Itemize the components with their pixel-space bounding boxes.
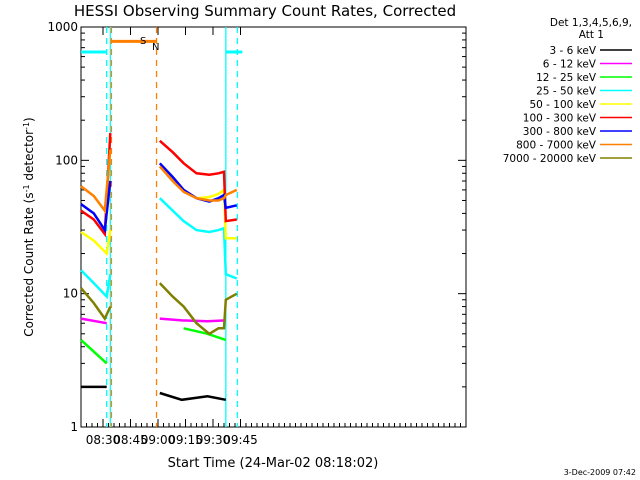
- x-tick-label: 09:45: [223, 433, 258, 447]
- series-line: [80, 317, 107, 325]
- y-tick-label: 1: [70, 420, 78, 434]
- y-axis-label-end: ): [22, 117, 36, 122]
- series-group: [80, 133, 238, 402]
- y-axis-label-sup1: -1: [22, 184, 31, 192]
- chart-title: HESSI Observing Summary Count Rates, Cor…: [74, 2, 456, 20]
- y-tick-label: 100: [55, 153, 78, 167]
- series-line: [80, 269, 112, 300]
- legend-label: 12 - 25 keV: [536, 72, 597, 84]
- series-line: [80, 149, 112, 214]
- series-1: [81, 385, 227, 402]
- series-4: [80, 197, 238, 300]
- x-tick-label: 09:30: [196, 433, 231, 447]
- night-marker: N: [152, 42, 159, 53]
- saa-marker: S: [140, 36, 146, 47]
- series-line: [159, 391, 227, 402]
- legend-label: 7000 - 20000 keV: [503, 153, 597, 165]
- series-9: [80, 282, 238, 336]
- x-tick-label: 09:15: [168, 433, 203, 447]
- y-axis-label-sup2: -1: [22, 122, 31, 130]
- y-axis-label-mid: detector: [22, 130, 36, 185]
- plot-area-frame: [80, 26, 467, 428]
- series-8: [80, 149, 238, 214]
- series-line: [158, 197, 238, 280]
- legend-title-line-1: Det 1,3,4,5,6,9,: [550, 17, 632, 29]
- series-line: [158, 165, 238, 202]
- y-tick-label: 1000: [47, 20, 78, 34]
- legend-label: 800 - 7000 keV: [516, 140, 597, 152]
- x-tick-label: 08:30: [86, 433, 121, 447]
- x-tick-label: 09:00: [141, 433, 176, 447]
- y-axis-label-main: Corrected Count Rate (s: [22, 192, 36, 336]
- y-axis-label: Corrected Count Rate (s-1 detector-1): [22, 117, 37, 336]
- series-line: [80, 287, 112, 322]
- series-6: [80, 133, 237, 238]
- footer-date: 3-Dec-2009 07:42: [564, 468, 636, 477]
- legend-title: Det 1,3,4,5,6,9, Att 1: [550, 17, 632, 41]
- legend-label: 100 - 300 keV: [523, 113, 597, 125]
- x-axis-label: Start Time (24-Mar-02 08:18:02): [168, 456, 379, 471]
- x-tick-label: 08:45: [113, 433, 148, 447]
- legend-label: 300 - 800 keV: [523, 126, 597, 138]
- y-tick-label: 10: [63, 287, 78, 301]
- legend-label: 6 - 12 keV: [543, 59, 597, 71]
- series-3: [80, 327, 227, 365]
- series-line: [80, 338, 108, 365]
- series-line: [80, 229, 112, 257]
- series-line: [158, 282, 238, 336]
- legend-title-line-2: Att 1: [579, 29, 604, 41]
- legend-label: 25 - 50 keV: [536, 86, 597, 98]
- legend-label: 50 - 100 keV: [529, 99, 596, 111]
- series-line: [80, 180, 112, 234]
- series-2: [80, 317, 226, 325]
- legend-label: 3 - 6 keV: [549, 45, 596, 57]
